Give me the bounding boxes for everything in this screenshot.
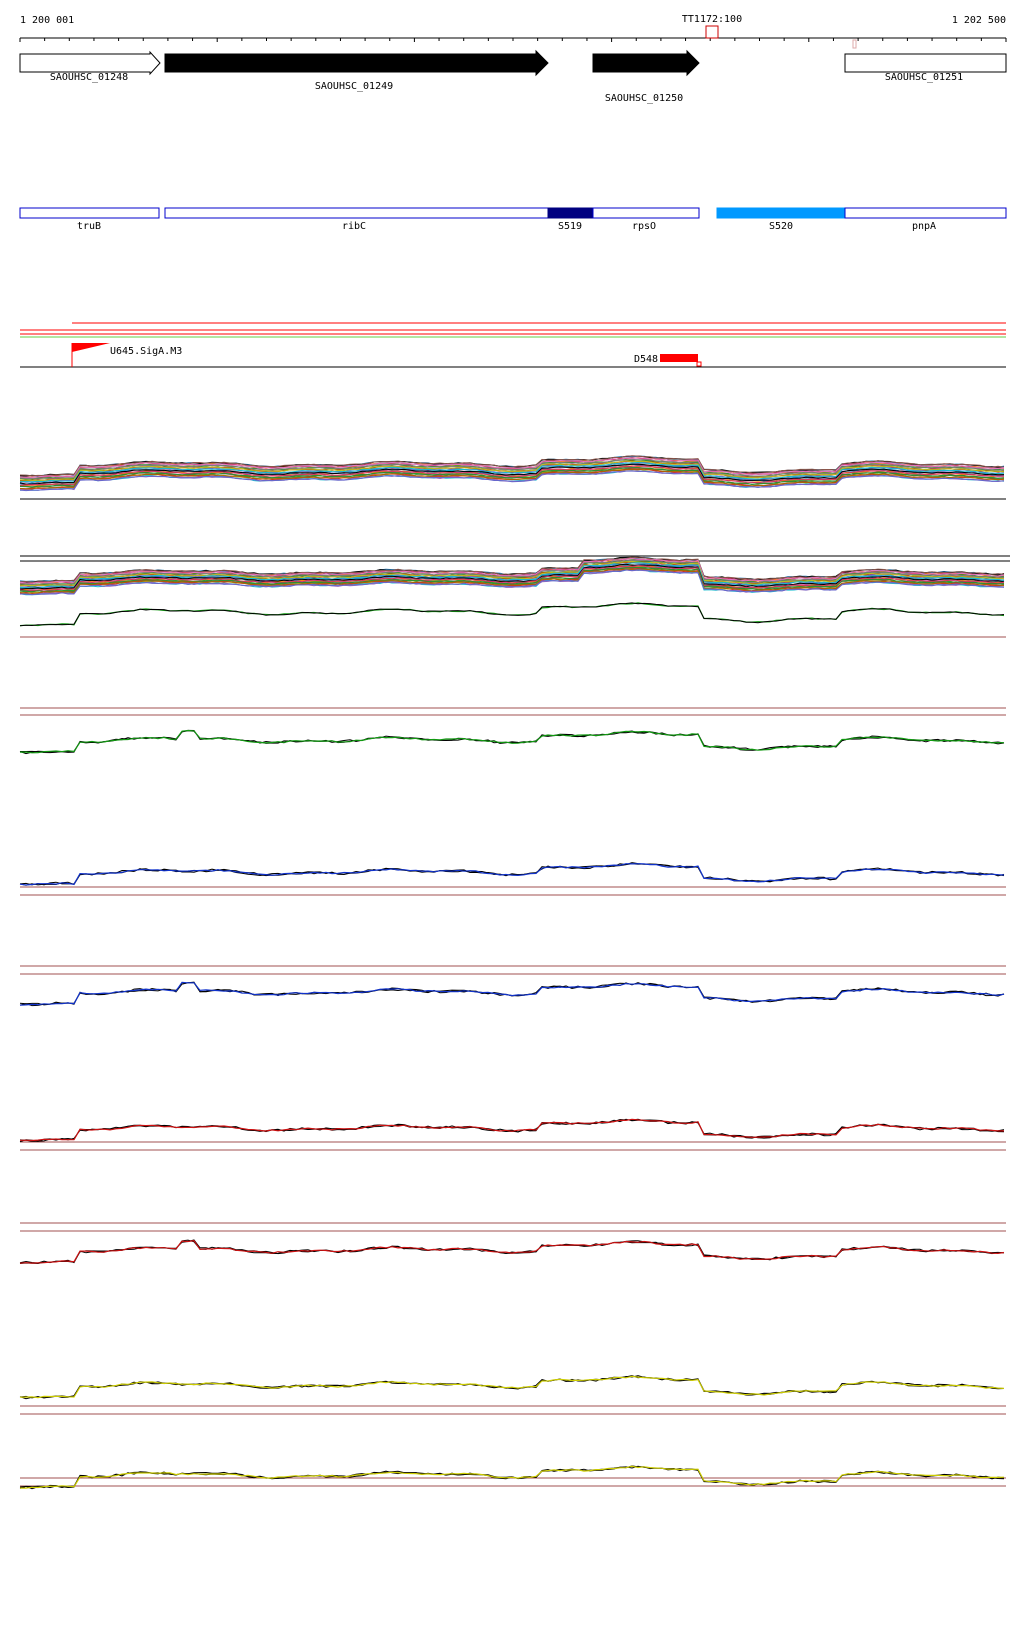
gene-arrow[interactable] — [592, 49, 700, 77]
series-line — [19, 1375, 1005, 1399]
track-single-7 — [19, 1465, 1006, 1490]
series-line — [19, 470, 1005, 492]
terminator-feature[interactable]: D548 — [634, 354, 702, 367]
regulatory-track: U645.SigA.M3 D548 — [20, 322, 1006, 368]
expression-tracks — [19, 455, 1010, 1490]
series-line — [19, 1118, 1004, 1142]
series-line — [19, 568, 1005, 594]
series-line — [19, 981, 1005, 1007]
series-line — [19, 569, 1005, 596]
annotation-ribC[interactable]: ribC — [164, 207, 549, 232]
annotation-box[interactable] — [844, 207, 1007, 219]
series-line — [19, 1239, 1005, 1265]
gene-label: SAOUHSC_01251 — [885, 72, 963, 83]
ruler-start-label: 1 200 001 — [20, 15, 74, 26]
ruler-end-label: 1 202 500 — [952, 15, 1006, 26]
annotation-label: rpsO — [632, 221, 656, 232]
coordinate-ruler: 1 200 001 1 202 500 TT1172:100 — [19, 14, 1007, 49]
track-single-3 — [19, 965, 1006, 1007]
series-line — [19, 1118, 1005, 1142]
annotation-track: truB ribC S519 rpsO S520 pnpA — [19, 207, 1007, 232]
track-single-1 — [19, 707, 1006, 755]
series-line — [19, 602, 1005, 627]
terminator-tick — [696, 361, 702, 367]
gene-label: SAOUHSC_01250 — [605, 93, 683, 104]
gene-arrow[interactable] — [164, 49, 549, 77]
series-line — [19, 468, 1005, 490]
annotation-label: S519 — [558, 221, 582, 232]
series-line — [19, 461, 1005, 483]
series-line — [19, 562, 1005, 589]
track-single-5 — [19, 1222, 1006, 1265]
ruler-position-marker[interactable] — [705, 25, 719, 39]
gene-label: SAOUHSC_01248 — [50, 72, 128, 83]
annotation-box[interactable] — [19, 207, 160, 219]
ruler-small-marker — [852, 39, 857, 49]
series-line — [19, 863, 1005, 886]
gene-box[interactable] — [844, 53, 1007, 73]
gene-label: SAOUHSC_01249 — [315, 81, 393, 92]
series-line — [19, 463, 1005, 485]
gene-track: SAOUHSC_01248 SAOUHSC_01249 SAOUHSC_0125… — [19, 49, 1007, 104]
annotation-S520[interactable]: S520 — [716, 207, 846, 232]
annotation-pnpA[interactable]: pnpA — [844, 207, 1007, 232]
track-single-6 — [19, 1375, 1006, 1415]
series-line — [19, 457, 1005, 478]
track-multi-series-1 — [19, 455, 1006, 500]
annotation-label: truB — [77, 221, 101, 232]
annotation-rpsO[interactable]: rpsO — [592, 207, 700, 232]
series-line — [19, 1240, 1005, 1264]
series-line — [19, 981, 1005, 1006]
gene-SAOUHSC-01251[interactable]: SAOUHSC_01251 — [844, 53, 1007, 83]
track-single-2 — [19, 862, 1006, 896]
series-line — [19, 563, 1005, 590]
series-line — [20, 1465, 1005, 1489]
annotation-box[interactable] — [716, 207, 846, 219]
annotation-box[interactable] — [547, 207, 594, 219]
series-line — [19, 602, 1005, 627]
track-multi-series-2 — [19, 555, 1010, 638]
gene-SAOUHSC-01248[interactable]: SAOUHSC_01248 — [19, 50, 161, 83]
ruler-ticks — [19, 38, 1007, 42]
series-line — [19, 564, 1005, 592]
series-line — [19, 729, 1005, 754]
series-line — [19, 458, 1005, 480]
series-line — [19, 460, 1005, 482]
track-single-4 — [19, 1118, 1006, 1151]
annotation-box[interactable] — [164, 207, 549, 219]
series-line — [19, 982, 1005, 1006]
series-line — [19, 455, 1005, 477]
series-line — [19, 729, 1005, 755]
gene-SAOUHSC-01249[interactable]: SAOUHSC_01249 — [164, 49, 549, 92]
series-line — [19, 863, 1005, 886]
gene-arrow[interactable] — [19, 50, 161, 76]
terminator-label: D548 — [634, 354, 658, 365]
series-line — [19, 560, 1004, 587]
series-line — [19, 567, 1005, 593]
series-line — [19, 465, 1004, 486]
annotation-label: ribC — [342, 221, 366, 232]
annotation-truB[interactable]: truB — [19, 207, 160, 232]
series-line — [19, 556, 1005, 583]
series-line — [19, 467, 1005, 488]
promoter-feature[interactable]: U645.SigA.M3 — [71, 343, 182, 367]
ruler-marker-label: TT1172:100 — [682, 14, 742, 25]
annotation-S519[interactable]: S519 — [547, 207, 594, 232]
gene-SAOUHSC-01250[interactable]: SAOUHSC_01250 — [592, 49, 700, 104]
promoter-label: U645.SigA.M3 — [110, 346, 182, 357]
annotation-box[interactable] — [592, 207, 700, 219]
annotation-label: S520 — [769, 221, 793, 232]
annotation-label: pnpA — [912, 221, 936, 232]
terminator-box[interactable] — [660, 354, 698, 362]
promoter-flag-icon[interactable] — [72, 343, 110, 352]
